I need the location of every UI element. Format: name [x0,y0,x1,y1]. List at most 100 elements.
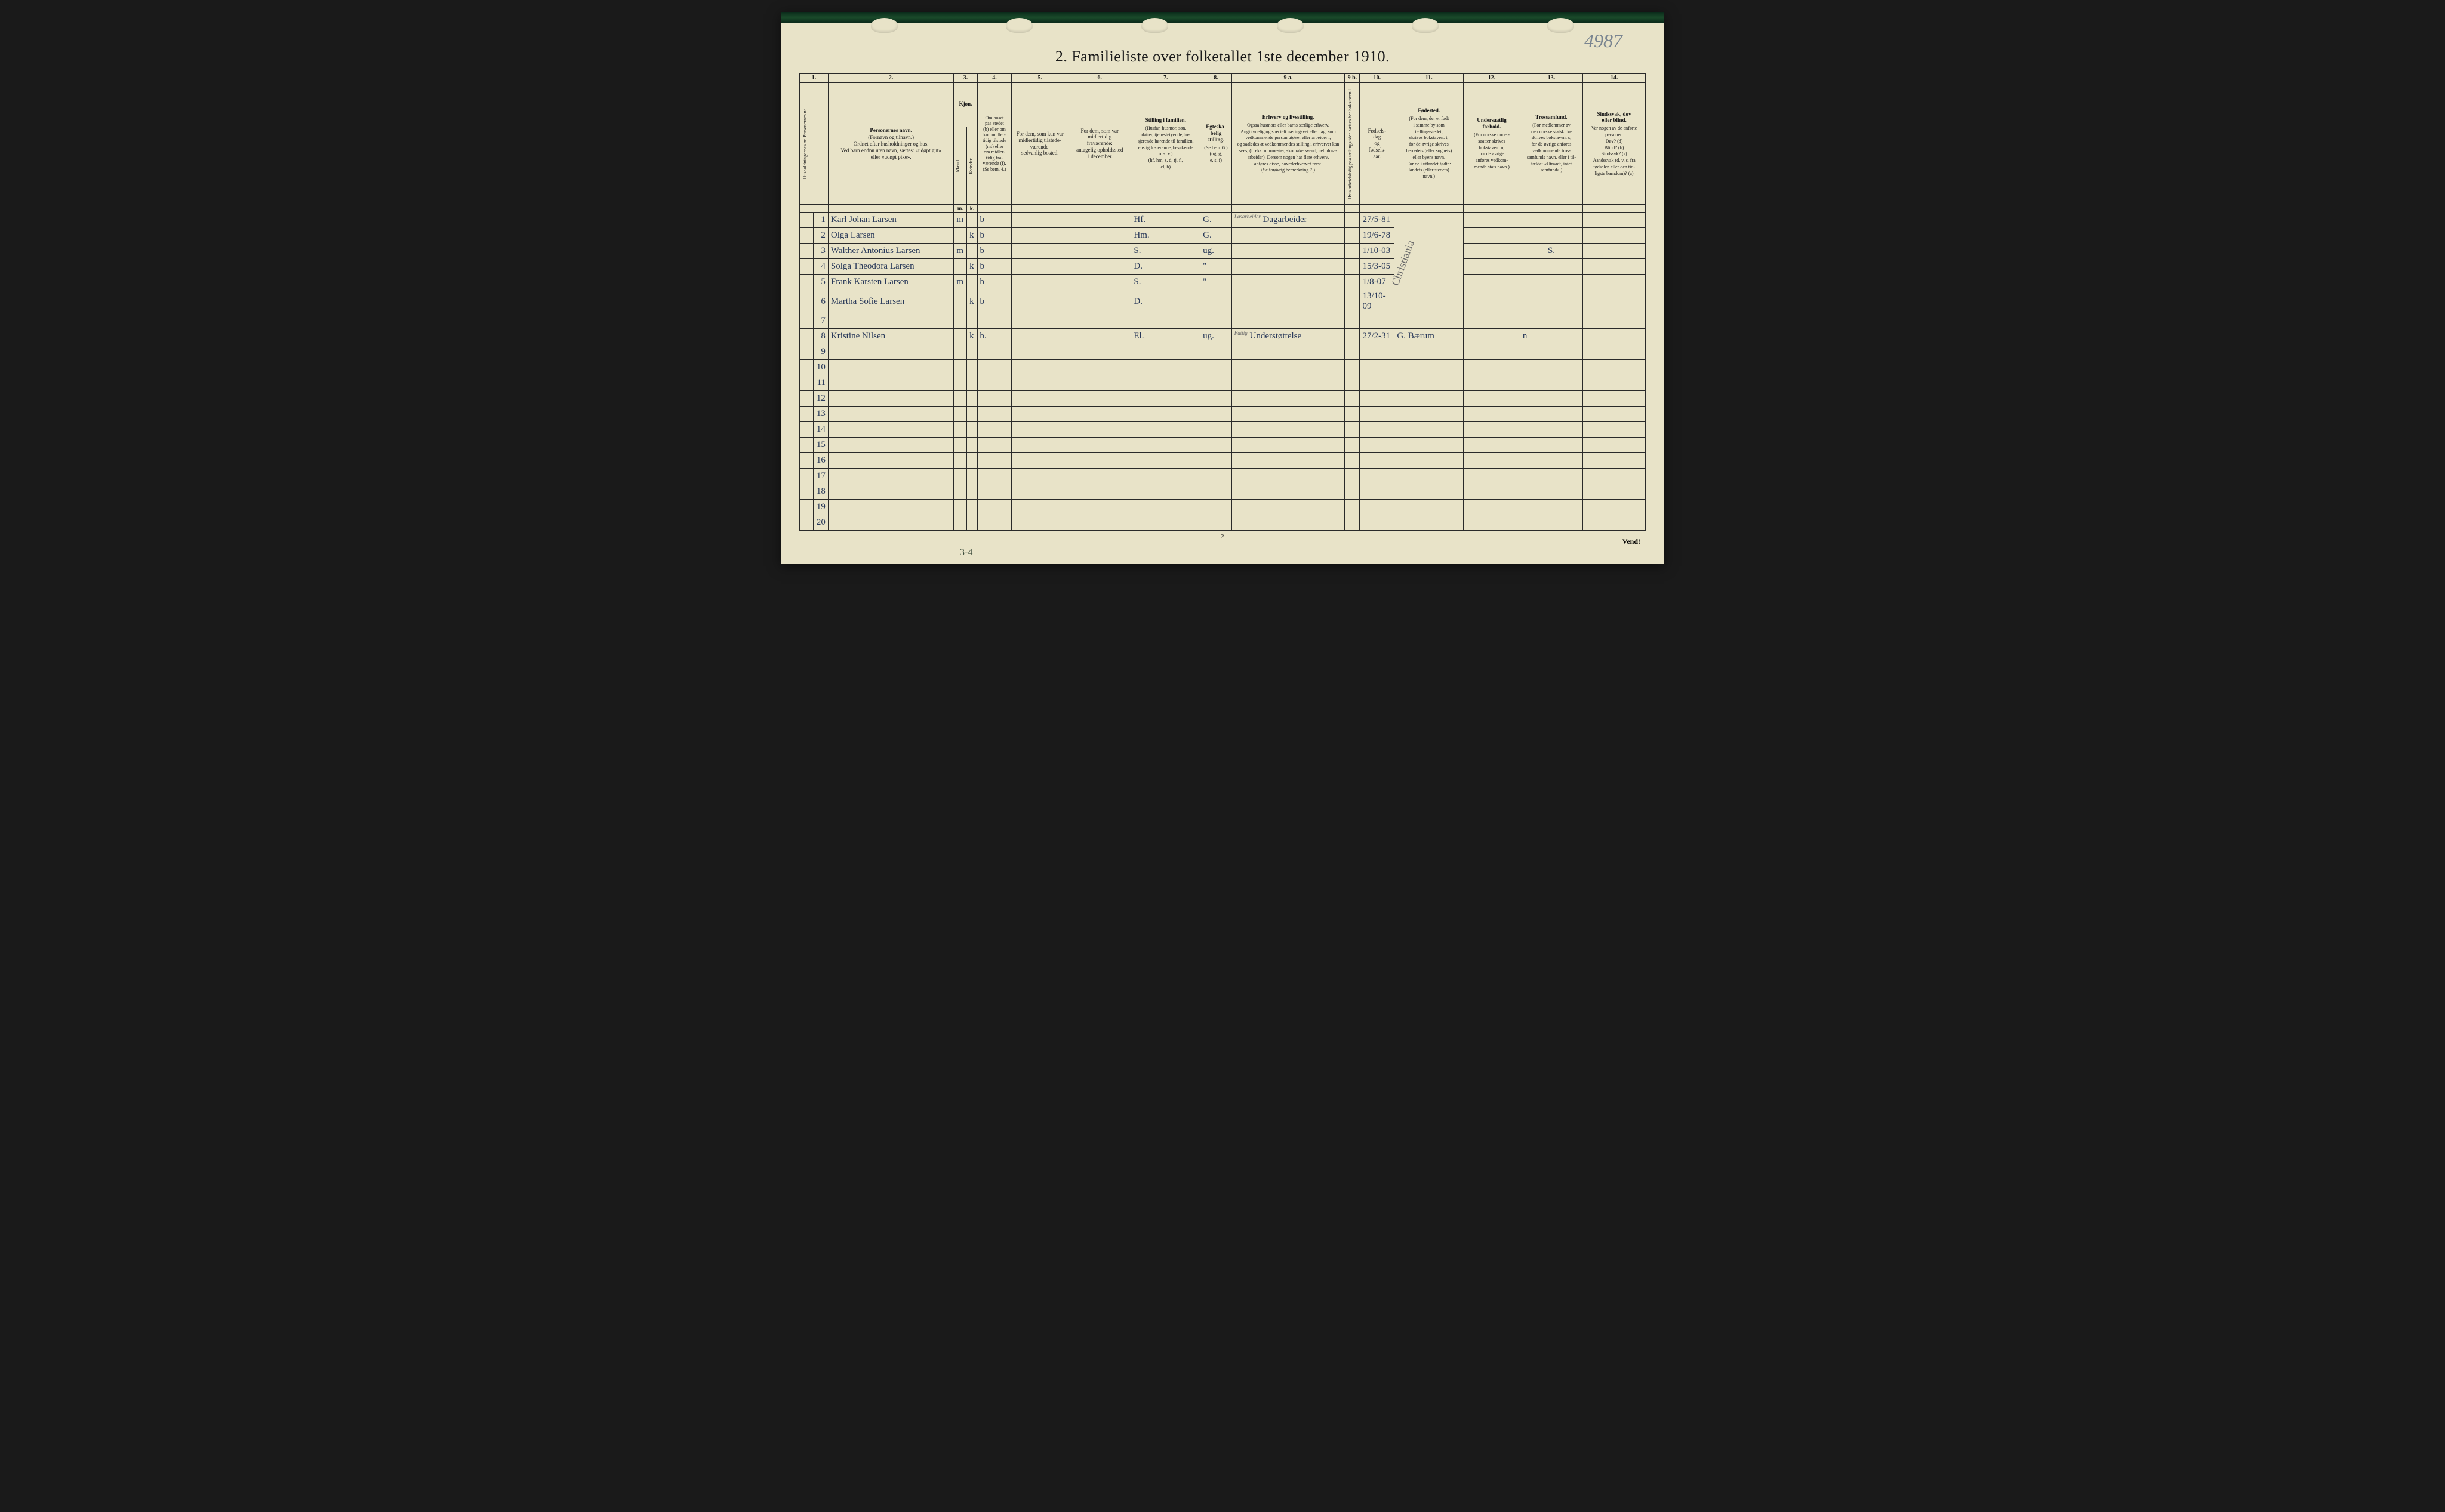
cell [799,228,813,244]
cell [1520,290,1582,313]
cell [828,469,954,484]
cell: 12 [813,391,828,407]
cell [1012,360,1068,375]
cell [954,391,967,407]
cell: S. [1131,244,1200,259]
cell [1068,290,1131,313]
cell [1394,500,1464,515]
cell [1360,515,1394,531]
cell [1464,360,1520,375]
cell: D. [1131,259,1200,275]
cell [967,422,977,438]
cell: m [954,244,967,259]
cell [1520,469,1582,484]
cell [799,453,813,469]
cell [1131,422,1200,438]
table-row: 4Solga Theodora LarsenkbD."15/3-05 [799,259,1646,275]
cell [977,407,1012,422]
cell [967,469,977,484]
cell [1131,438,1200,453]
cell: 18 [813,484,828,500]
cell [977,360,1012,375]
cell [1012,213,1068,228]
cell [954,360,967,375]
cell [1464,244,1520,259]
cell [954,469,967,484]
cell [828,438,954,453]
cell [799,469,813,484]
colnum-6: 6. [1068,73,1131,82]
cell [1583,438,1646,453]
cell [1464,228,1520,244]
cell [977,515,1012,531]
table-body: 1Karl Johan LarsenmbHf.G.Løsarbeider Dag… [799,213,1646,531]
table-row: 13 [799,407,1646,422]
cell [1464,375,1520,391]
cell [1231,360,1344,375]
cell [967,407,977,422]
cell [1012,228,1068,244]
cell [1131,469,1200,484]
cell [977,313,1012,329]
cell [977,500,1012,515]
cell [799,329,813,344]
cell: Walther Antonius Larsen [828,244,954,259]
cell [967,484,977,500]
header-2: Personernes navn. (Fornavn og tilnavn.) … [828,82,954,205]
bottom-annotation: 3-4 [960,547,972,558]
cell [799,244,813,259]
cell [1012,375,1068,391]
cell [1520,453,1582,469]
cell [1583,500,1646,515]
cell [828,515,954,531]
cell [1231,453,1344,469]
cell [1583,244,1646,259]
cell [1464,329,1520,344]
cell [1068,275,1131,290]
header-14: Sindssvak, døv eller blind. Var nogen av… [1583,82,1646,205]
header-4: Om bosat paa stedet (b) eller om kun mid… [977,82,1012,205]
cell: b [977,213,1012,228]
cell [954,500,967,515]
cell: S. [1131,275,1200,290]
cell [967,213,977,228]
cell: 7 [813,313,828,329]
cell [1583,515,1646,531]
cell [967,515,977,531]
cell [1520,275,1582,290]
cell: 15 [813,438,828,453]
table-row: 9 [799,344,1646,360]
cell [1583,469,1646,484]
cell [1068,407,1131,422]
cell [1464,313,1520,329]
cell [799,375,813,391]
header-3-title: Kjøn. [954,82,977,127]
cell [1068,375,1131,391]
cell [1068,391,1131,407]
cell [1583,290,1646,313]
cell [1394,422,1464,438]
cell: 3 [813,244,828,259]
cell [1068,313,1131,329]
cell: Martha Sofie Larsen [828,290,954,313]
cell [1231,484,1344,500]
table-row: 5Frank Karsten LarsenmbS."1/8-07 [799,275,1646,290]
cell [1464,290,1520,313]
cell: Frank Karsten Larsen [828,275,954,290]
cell [1068,500,1131,515]
cell [977,422,1012,438]
header-5: For dem, som kun var midlertidig tilsted… [1012,82,1068,205]
cell [1464,213,1520,228]
cell [1068,438,1131,453]
cell [1394,375,1464,391]
cell: 20 [813,515,828,531]
cell [1200,360,1232,375]
cell [1360,500,1394,515]
cell [1345,213,1360,228]
cell: Karl Johan Larsen [828,213,954,228]
cell: 2 [813,228,828,244]
cell [1520,438,1582,453]
table-row: 7 [799,313,1646,329]
cell [1012,407,1068,422]
cell [1394,313,1464,329]
